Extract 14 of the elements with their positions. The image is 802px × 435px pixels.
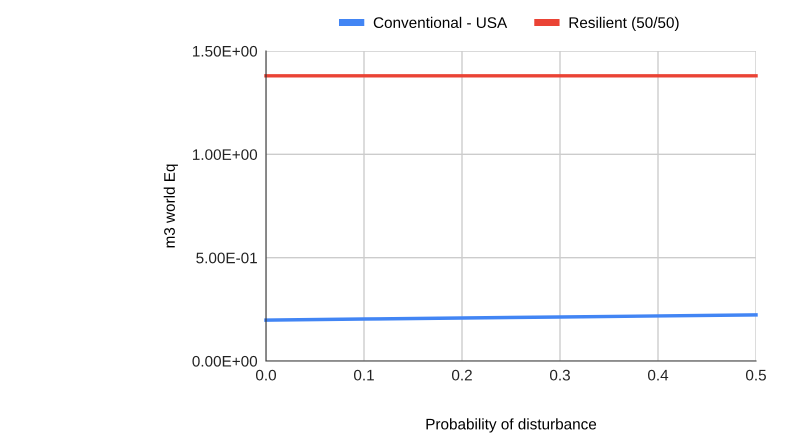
y-tick-label: 1.00E+00 bbox=[192, 149, 258, 160]
y-tick-label: 5.00E-01 bbox=[196, 252, 257, 264]
x-tick-label: 0.0 bbox=[256, 370, 276, 381]
y-tick-label: 1.50E+00 bbox=[192, 46, 258, 57]
legend-label: Resilient (50/50) bbox=[570, 16, 679, 32]
x-tick-label: 0.1 bbox=[354, 370, 374, 381]
x-tick-label: 0.4 bbox=[648, 370, 668, 381]
x-tick-label: 0.2 bbox=[452, 370, 472, 381]
y-axis-title: m3 world Eq bbox=[164, 164, 178, 248]
x-tick-label: 0.3 bbox=[550, 370, 570, 381]
x-tick-label: 0.5 bbox=[746, 370, 766, 381]
legend-label: Conventional - USA bbox=[374, 16, 508, 28]
x-axis-title: Probability of disturbance bbox=[426, 418, 596, 433]
y-tick-label: 0.00E+00 bbox=[192, 356, 258, 367]
